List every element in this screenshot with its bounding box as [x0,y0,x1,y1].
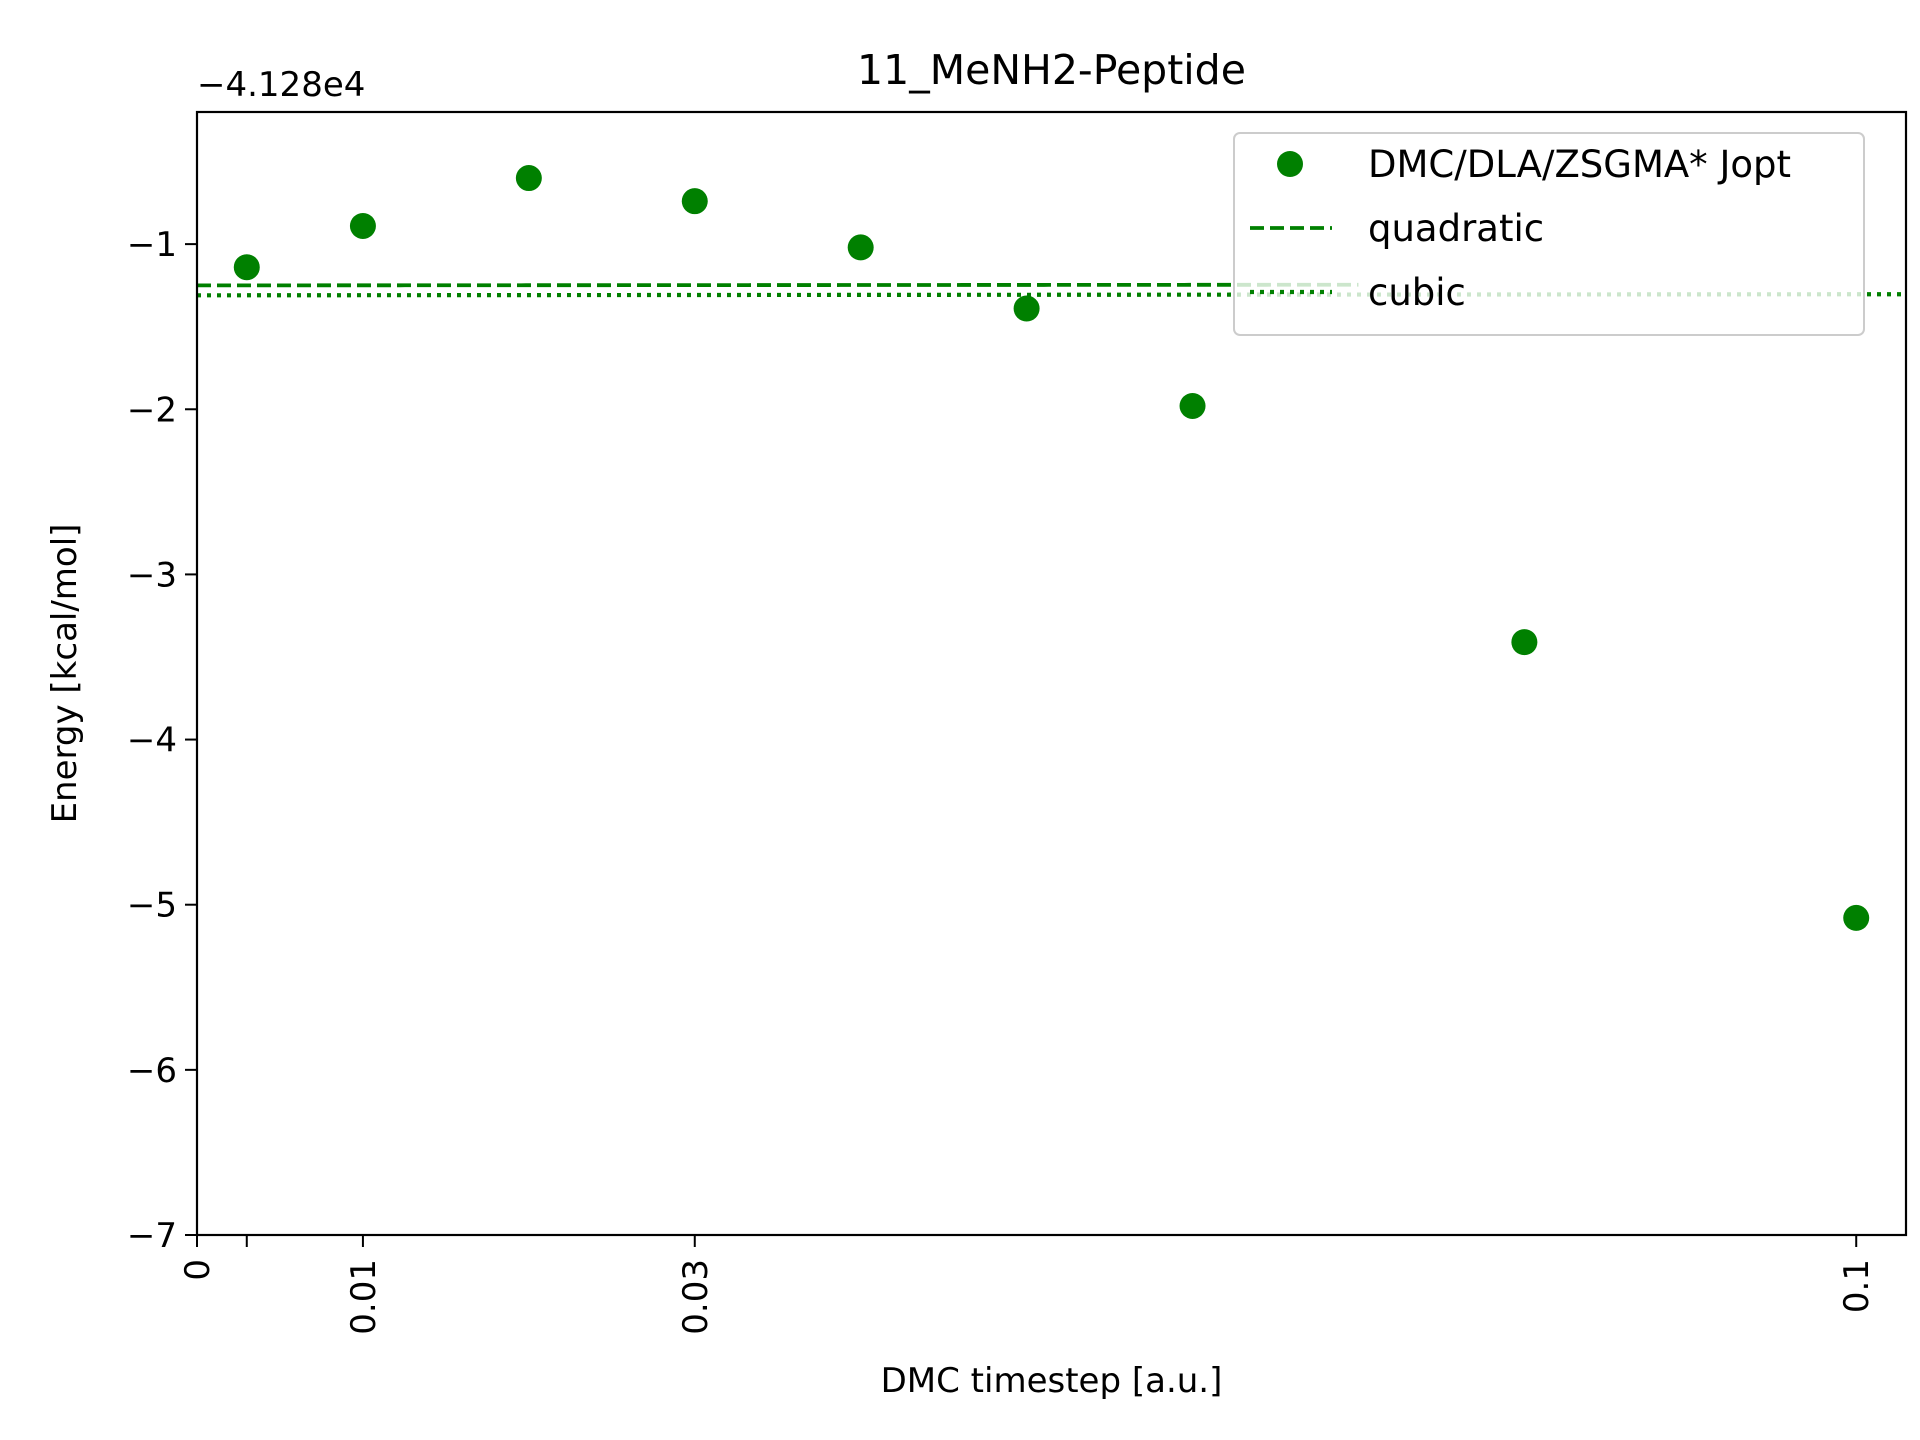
legend-label-quadratic: quadratic [1368,207,1544,250]
data-point [1013,295,1040,322]
y-tick-label: −6 [127,1051,177,1091]
x-axis-label: DMC timestep [a.u.] [881,1361,1223,1401]
y-axis: −7 −6 −5 −4 −3 −2 −1 [127,225,197,1256]
plot-frame [195,110,1908,1237]
y-tick-label: −7 [127,1216,177,1256]
y-tick-label: −5 [127,886,177,926]
x-tick-label: 0 [178,1259,218,1281]
y-axis-label: Energy [kcal/mol] [45,524,85,824]
data-point [847,234,874,261]
data-point [681,188,708,215]
y-tick-label: −2 [127,390,177,430]
x-tick-label: 0.03 [676,1259,716,1335]
x-tick-label: 0.01 [344,1259,384,1335]
data-point [233,254,260,281]
data-point [1843,904,1870,931]
legend: DMC/DLA/ZSGMA* Jopt quadratic cubic [1233,132,1865,336]
chart-title: 11_MeNH2-Peptide [857,46,1246,94]
x-tick-label: 0.1 [1837,1259,1877,1313]
data-point [1511,629,1538,656]
legend-box [1233,132,1865,336]
legend-marker-points [1277,151,1303,177]
data-point [349,212,376,239]
y-tick-label: −4 [127,721,177,761]
data-point [1179,392,1206,419]
legend-label-cubic: cubic [1368,271,1466,314]
legend-label-points: DMC/DLA/ZSGMA* Jopt [1368,143,1791,186]
y-offset-label: −4.128e4 [197,65,365,105]
data-point [515,165,542,192]
y-tick-label: −3 [127,555,177,595]
y-tick-label: −1 [127,225,177,265]
quadratic-fit-line [197,282,1359,288]
x-axis: 0 0.01 0.03 0.1 [178,1235,1877,1335]
series-layer [197,165,1906,931]
